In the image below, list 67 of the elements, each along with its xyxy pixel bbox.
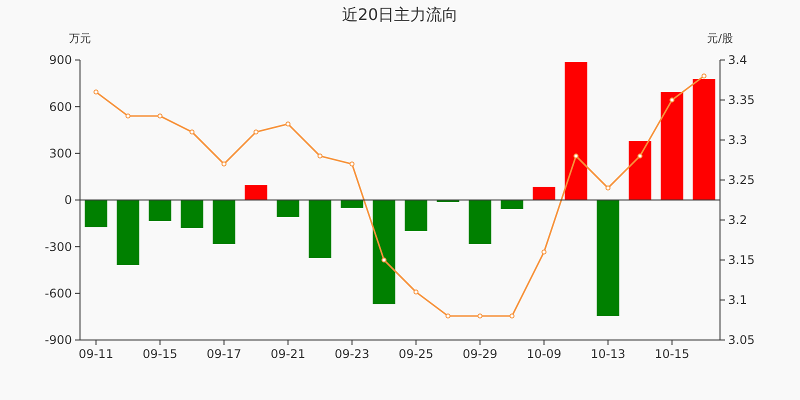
point: [542, 250, 546, 254]
y2-axis-title: 元/股: [707, 32, 733, 45]
point: [350, 162, 354, 166]
point: [606, 186, 610, 190]
point: [702, 74, 706, 78]
bar: [212, 200, 236, 244]
bar: [500, 200, 524, 210]
y-tick-label: 900: [49, 53, 72, 68]
point: [222, 162, 226, 166]
bar: [596, 200, 620, 316]
y-tick-label: 0: [64, 193, 72, 208]
bar: [116, 200, 140, 266]
y2-tick-label: 3.4: [728, 53, 748, 68]
point: [478, 314, 482, 318]
x-tick-label: 09-21: [270, 347, 306, 361]
bar: [84, 200, 108, 228]
bar: [244, 185, 268, 200]
bar: [308, 200, 332, 258]
point: [446, 314, 450, 318]
point: [190, 130, 194, 134]
bar: [564, 62, 588, 200]
y-axis-title: 万元: [69, 32, 91, 45]
bar: [180, 200, 204, 228]
y2-tick-label: 3.35: [728, 93, 755, 108]
point: [510, 314, 514, 318]
bar: [692, 78, 716, 200]
y2-tick-label: 3.2: [728, 213, 748, 228]
point: [670, 98, 674, 102]
x-tick-label: 10-09: [526, 347, 562, 361]
bar: [276, 200, 300, 217]
x-tick-label: 10-15: [654, 347, 690, 361]
point: [574, 154, 578, 158]
y-tick-label: -300: [44, 240, 72, 254]
point: [318, 154, 322, 158]
y-tick-label: 300: [49, 146, 72, 161]
bar: [468, 200, 492, 244]
point: [638, 154, 642, 158]
y2-tick-label: 3.1: [728, 293, 748, 308]
point: [414, 290, 418, 294]
y-tick-label: -600: [44, 286, 72, 301]
x-tick-label: 09-23: [334, 347, 370, 361]
x-tick-label: 09-17: [206, 347, 242, 361]
bar: [628, 141, 652, 200]
x-tick-label: 09-11: [78, 347, 114, 361]
x-tick-label: 10-13: [590, 347, 626, 361]
point: [286, 122, 290, 126]
chart-title: 近20日主力流向: [342, 5, 458, 24]
bar: [372, 200, 396, 304]
point: [158, 114, 162, 118]
y-tick-label: -900: [44, 333, 72, 348]
bar: [340, 200, 364, 208]
y2-tick-label: 3.15: [728, 253, 755, 268]
x-tick-label: 09-29: [462, 347, 498, 361]
y2-tick-label: 3.3: [728, 133, 748, 148]
bar: [404, 200, 428, 231]
y-tick-label: 600: [49, 100, 72, 114]
bar: [532, 186, 556, 200]
point: [94, 90, 98, 94]
point: [126, 114, 130, 118]
point: [382, 258, 386, 262]
bar: [660, 92, 684, 200]
bar: [148, 200, 172, 221]
point: [254, 130, 258, 134]
y2-tick-label: 3.05: [728, 333, 755, 348]
x-tick-label: 09-25: [398, 347, 434, 361]
x-tick-label: 09-15: [142, 347, 178, 361]
y2-tick-label: 3.25: [728, 173, 755, 188]
